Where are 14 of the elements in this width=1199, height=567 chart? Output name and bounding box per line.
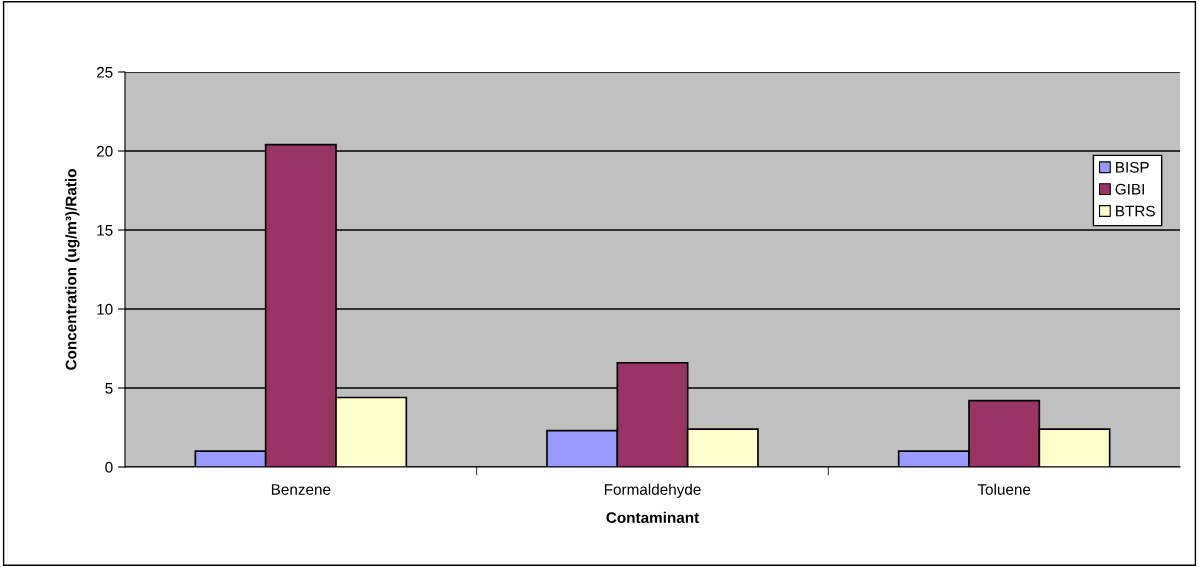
- y-tick-label: 10: [97, 303, 113, 315]
- y-axis-title: Concentration (ug/m³)/Ratio: [65, 169, 80, 370]
- legend-label: BTRS: [1116, 205, 1155, 217]
- x-tick-label: Formaldehyde: [604, 483, 701, 498]
- legend-label: BISP: [1116, 161, 1149, 173]
- x-tick-label: Toluene: [977, 483, 1031, 495]
- x-axis-title: Contaminant: [606, 511, 699, 524]
- y-tick-label: 0: [105, 461, 113, 473]
- y-tick-label: 5: [105, 383, 113, 394]
- x-tick-label: Benzene: [271, 484, 331, 495]
- y-tick-label: 25: [96, 66, 113, 78]
- y-tick-label: 15: [97, 225, 113, 236]
- y-tick-label: 20: [96, 145, 113, 157]
- legend-label: GIBI: [1115, 183, 1144, 195]
